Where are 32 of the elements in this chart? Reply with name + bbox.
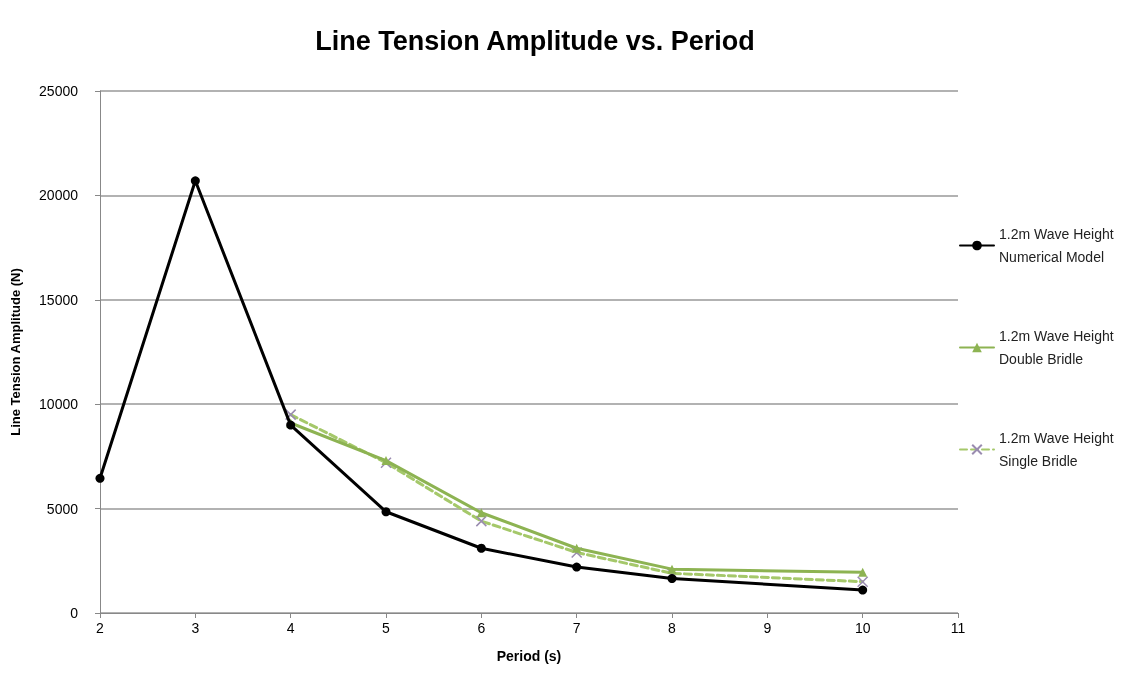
- x-tick-label: 7: [572, 620, 581, 636]
- x-tick-label: 3: [191, 620, 200, 636]
- x-tick-label: 11: [950, 620, 966, 636]
- y-tick-label: 5000: [46, 500, 79, 517]
- legend-label: 1.2m Wave Height Double Bridle: [999, 328, 1118, 367]
- legend-label: 1.2m Wave Height Numerical Model: [999, 226, 1118, 265]
- x-tick-label: 6: [477, 620, 486, 636]
- y-tick-label: 0: [70, 605, 79, 621]
- point: [667, 564, 677, 574]
- x-tick-label: 4: [286, 620, 295, 636]
- y-tick-label: 15000: [39, 291, 79, 308]
- x-tick-label: 2: [96, 620, 105, 636]
- x-tick-label: 8: [668, 620, 677, 636]
- y-tick-label: 25000: [39, 83, 79, 99]
- point: [667, 574, 677, 584]
- y-tick-label: 20000: [39, 187, 79, 204]
- point: [476, 543, 486, 553]
- point: [572, 543, 582, 553]
- point: [190, 176, 200, 186]
- x-tick-label: 9: [763, 620, 772, 636]
- point: [572, 562, 582, 572]
- x-tick-label: 10: [854, 620, 871, 636]
- point: [858, 567, 868, 577]
- legend-label: 1.2m Wave Height Single Bridle: [999, 430, 1118, 469]
- point: [381, 507, 391, 517]
- y-tick-label: 10000: [39, 396, 79, 413]
- x-axis-title: Period (s): [496, 648, 562, 664]
- point: [858, 585, 868, 595]
- x-tick-label: 5: [382, 620, 391, 636]
- chart-title: Line Tension Amplitude vs. Period: [315, 25, 755, 56]
- y-axis-title: Line Tension Amplitude (N): [8, 268, 23, 436]
- point: [95, 473, 105, 483]
